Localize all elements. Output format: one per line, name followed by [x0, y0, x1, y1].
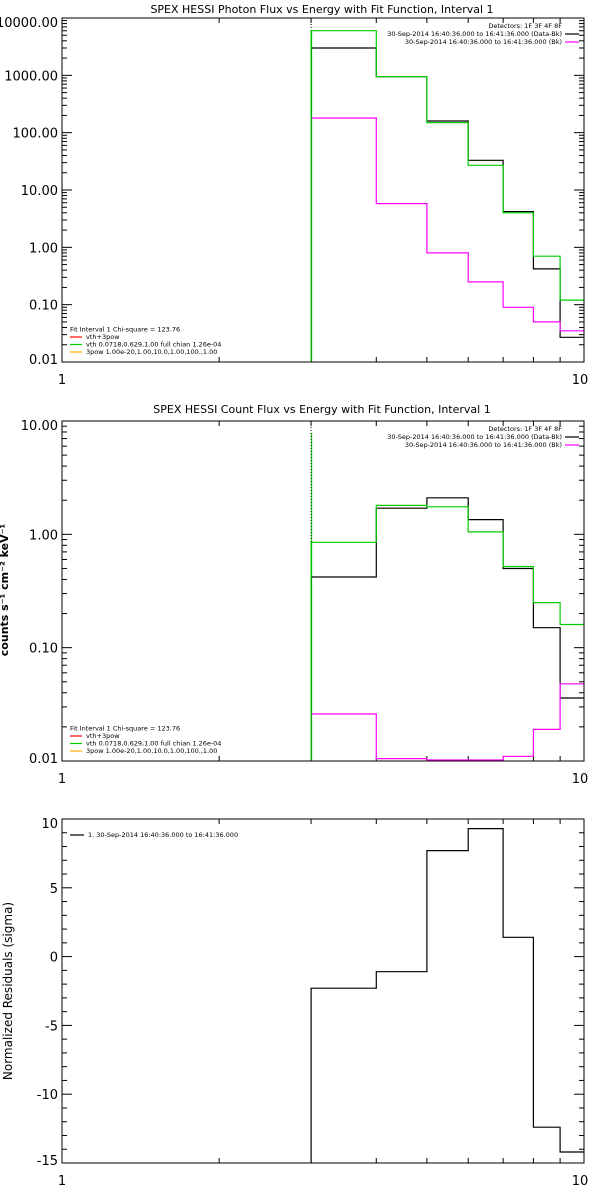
legend-entry: vth 0.0718,0.629,1.00 full chian 1.26e-0…: [86, 341, 221, 349]
x-tick-label: 10: [572, 1174, 589, 1189]
y-tick-label: 100.00: [13, 127, 59, 142]
y-tick-label: 10000.00: [0, 16, 58, 31]
legend-fit: Fit Interval 1 Chi-square = 123.76vth+3p…: [70, 326, 221, 356]
series-line: [310, 828, 584, 1163]
y-tick-label: 10.00: [21, 419, 58, 434]
plot-frame: [61, 818, 585, 1164]
y-tick-label: 0.01: [29, 752, 58, 767]
y-tick-label: 0.01: [29, 353, 58, 368]
y-tick-label: 0.10: [29, 642, 58, 657]
plot-layer: [310, 18, 584, 362]
y-tick-label: -10: [37, 1088, 58, 1103]
y-tick-label: 10.00: [21, 184, 58, 199]
y-tick-label: 1.00: [29, 241, 58, 256]
y-tick-label: -15: [37, 1154, 58, 1169]
plot-layer: [310, 828, 584, 1163]
y-tick-label: 0.10: [29, 299, 58, 314]
x-tick-label: 10: [572, 772, 589, 787]
tick-layer: 10 5 0 -5 -10 -151 10: [37, 817, 589, 1189]
series-line: [310, 30, 584, 362]
x-tick-label: 1: [58, 1174, 66, 1189]
legend-entry: vth+3pow: [86, 333, 120, 341]
y-tick-label: 1000.00: [4, 69, 58, 84]
series-line: [310, 683, 584, 761]
y-tick-label: 1.00: [29, 528, 58, 543]
panel-residuals: Normalized Residuals (sigma) 10 5 0 -5 -10 -1…: [1, 817, 588, 1189]
y-tick-label: 5: [50, 882, 58, 897]
legend-entry: 3pow 1.00e-20,1.00,10.0,1.00,100.,1.00: [86, 348, 217, 356]
legend-top: 1. 30-Sep-2014 16:40:36.000 to 16:41:36.…: [70, 831, 238, 839]
y-tick-label: -5: [45, 1019, 58, 1034]
legend-entry: Fit Interval 1 Chi-square = 123.76: [70, 725, 180, 733]
legend-entry: 30-Sep-2014 16:40:36.000 to 16:41:36.000…: [387, 30, 562, 38]
legend-entry: 30-Sep-2014 16:40:36.000 to 16:41:36.000…: [387, 433, 562, 441]
legend-entry: 1. 30-Sep-2014 16:40:36.000 to 16:41:36.…: [88, 831, 238, 839]
panel-count-flux: SPEX HESSI Count Flux vs Energy with Fit…: [0, 403, 588, 787]
legend-entry: vth+3pow: [86, 732, 120, 740]
tick-layer: 10.00 1.00 0.10 0.011 10: [21, 419, 588, 787]
legend-entry: 3pow 1.00e-20,1.00,10.0,1.00,100.,1.00: [86, 747, 217, 755]
y-axis-label: Normalized Residuals (sigma): [1, 902, 15, 1080]
plot-layer: [310, 421, 584, 761]
plot-frame: [61, 420, 585, 762]
legend-entry: vth 0.0718,0.629,1.00 full chian 1.26e-0…: [86, 740, 221, 748]
panel-title: SPEX HESSI Photon Flux vs Energy with Fi…: [150, 3, 493, 16]
y-tick-label: 0: [50, 951, 58, 966]
series-line: [310, 504, 584, 761]
legend-entry: Fit Interval 1 Chi-square = 123.76: [70, 326, 180, 334]
plot-frame: [61, 17, 585, 363]
series-line: [310, 47, 584, 362]
legend-fit: Fit Interval 1 Chi-square = 123.76vth+3p…: [70, 725, 221, 755]
x-tick-label: 10: [572, 373, 589, 388]
x-tick-label: 1: [58, 373, 66, 388]
legend-entry: 30-Sep-2014 16:40:36.000 to 16:41:36.000…: [405, 441, 562, 449]
series-line: [310, 497, 584, 761]
y-axis-label: counts s⁻¹ cm⁻² keV⁻¹: [0, 524, 11, 657]
legend-entry: Detectors: 1F 3F 4F 8F: [488, 425, 562, 433]
panel-photon-flux: SPEX HESSI Photon Flux vs Energy with Fi…: [0, 3, 588, 388]
panel-title: SPEX HESSI Count Flux vs Energy with Fit…: [153, 403, 490, 416]
legend-entry: Detectors: 1F 3F 4F 8F: [488, 22, 562, 30]
legend-entry: 30-Sep-2014 16:40:36.000 to 16:41:36.000…: [405, 38, 562, 46]
x-tick-label: 1: [58, 772, 66, 787]
y-tick-label: 10: [41, 817, 58, 832]
series-line: [310, 117, 584, 362]
